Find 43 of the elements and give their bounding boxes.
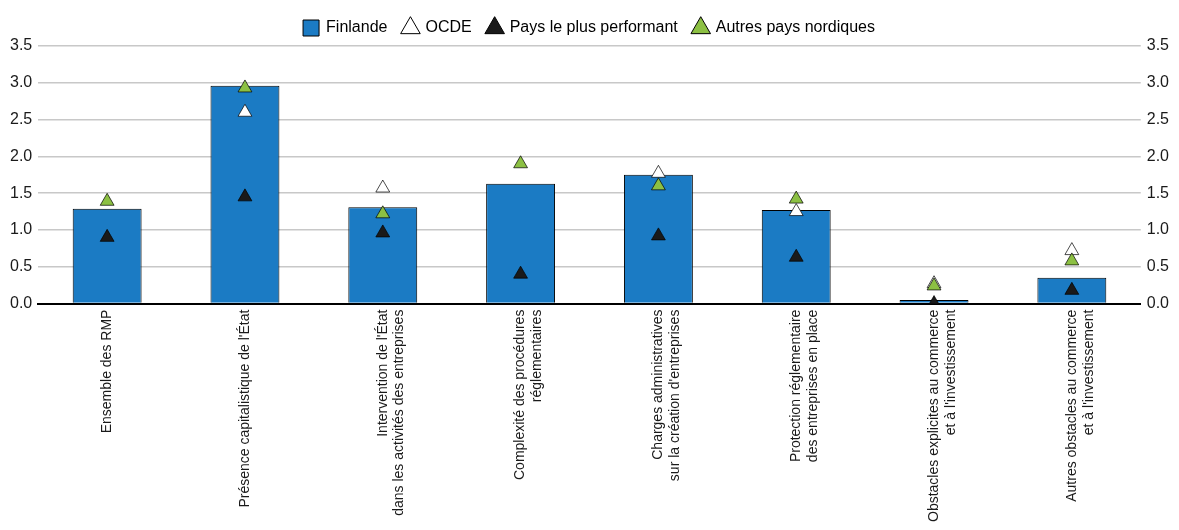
y-tick-label: 1.5 [9, 183, 33, 201]
point [375, 224, 391, 238]
y2-tick-label: 1.5 [1146, 183, 1170, 201]
y-tick-label: 0.5 [9, 257, 33, 275]
point [99, 192, 115, 206]
point [1064, 252, 1080, 266]
y-tick-label: 3.5 [9, 36, 33, 54]
point [375, 179, 391, 193]
y2-tick-label: 3.5 [1146, 36, 1170, 54]
y-tick-label: 0.0 [9, 293, 33, 311]
legend-label: OCDE [425, 18, 472, 36]
y-tick-label: 2.0 [9, 146, 33, 164]
point [375, 205, 391, 219]
point [651, 227, 666, 241]
legend-label: Autres pays nordiques [715, 18, 875, 36]
x-tick-label: Présence capitalistique de l'État [235, 309, 252, 508]
x-tick-label: Ensemble des RMP [98, 309, 115, 434]
y2-tick-label: 2.0 [1146, 146, 1170, 164]
point [513, 155, 528, 169]
y2-tick-label: 2.5 [1146, 110, 1170, 127]
point [1064, 281, 1080, 295]
y2-tick-label: 1.0 [1146, 220, 1170, 238]
y-tick-label: 2.5 [9, 110, 33, 127]
point [99, 229, 115, 242]
y2-tick-label: 0.5 [1146, 257, 1170, 275]
point [237, 103, 253, 117]
point [788, 248, 804, 262]
point [513, 265, 528, 279]
y2-tick-label: 3.0 [1146, 73, 1170, 91]
point [237, 79, 253, 93]
y-tick-label: 3.0 [9, 73, 33, 91]
x-tick-label: Intervention de l'État dans les activités des entreprises [373, 309, 407, 516]
point [788, 190, 804, 204]
point [237, 188, 253, 202]
y-tick-label: 1.0 [9, 220, 33, 238]
point [651, 164, 666, 178]
point [788, 203, 804, 216]
y2-tick-label: 0.0 [1146, 293, 1170, 311]
legend-label: Finlande [326, 18, 388, 36]
point [651, 177, 666, 191]
point [1064, 242, 1080, 255]
x-tick-label: Complexité des procédures réglementaires [511, 309, 545, 481]
legend-label: Pays le plus performant [509, 18, 679, 36]
